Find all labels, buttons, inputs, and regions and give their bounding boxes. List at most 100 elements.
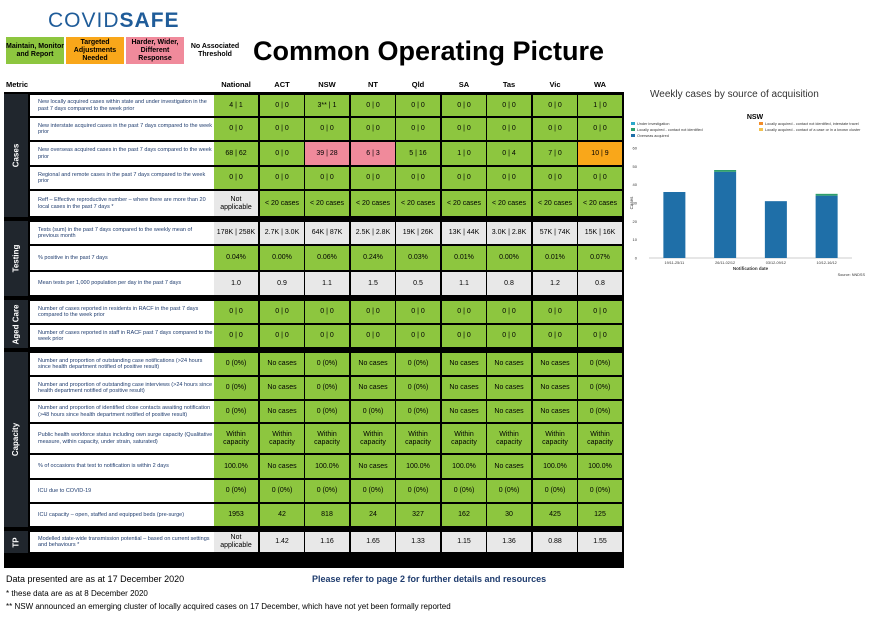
cell-wa: 100.0% — [578, 455, 622, 478]
y-tick-label: 0 — [635, 256, 638, 261]
x-tick-label: 19/11-25/11 — [665, 261, 685, 265]
y-axis-label: Cases — [629, 196, 634, 210]
cell-vic: 0 (0%) — [533, 480, 577, 502]
group-tp: TP Modelled state-wide transmission poten… — [4, 531, 624, 553]
group-label: Cases — [4, 94, 28, 217]
cell-nt: 0 | 0 — [351, 118, 395, 140]
cell-sa: 0 | 0 — [442, 167, 486, 189]
y-tick-label: 60 — [633, 146, 638, 151]
cell-nt: 1.65 — [351, 532, 395, 552]
table-row: Number and proportion of outstanding cas… — [28, 353, 624, 375]
table-row: ICU capacity – open, staffed and equippe… — [28, 504, 624, 526]
cell-wa: 0 | 0 — [578, 301, 622, 323]
table-row: Number and proportion of identified clos… — [28, 401, 624, 422]
group-testing: Testing Tests (sum) in the past 7 days co… — [4, 221, 624, 296]
metric-label: Number of cases reported in residents in… — [30, 301, 214, 323]
x-tick-label: 26/11-02/12 — [715, 261, 735, 265]
cell-nsw: 0.06% — [305, 246, 349, 270]
cell-act: 42 — [260, 504, 304, 526]
operating-table: Cases New locally acquired cases within s… — [4, 92, 624, 568]
cell-act: No cases — [260, 377, 304, 399]
bar-segment — [815, 193, 838, 196]
cell-wa: 0.8 — [578, 272, 622, 295]
y-tick-label: 10 — [633, 237, 638, 242]
cell-act: 0.9 — [260, 272, 304, 295]
cell-wa: Within capacity — [578, 424, 622, 453]
table-row: % positive in the past 7 days 0.04% 0.00% 0… — [28, 246, 624, 270]
cell-wa: 125 — [578, 504, 622, 526]
column-header: Qld — [411, 80, 425, 89]
cell-nsw: 0 (0%) — [305, 480, 349, 502]
cell-vic: < 20 cases — [533, 191, 577, 216]
column-header: NT — [368, 80, 378, 89]
cell-nt: 0 | 0 — [351, 95, 395, 116]
weekly-cases-chart: NSW Under investigation Locally acquired -… — [627, 110, 882, 280]
table-row: New interstate acquired cases in the pas… — [28, 118, 624, 140]
double-star-note: ** NSW announced an emerging cluster of … — [6, 602, 451, 611]
cell-tas: No cases — [487, 401, 531, 422]
legend-label: Locally acquired - contact not identifie… — [765, 122, 859, 126]
cell-national: 100.0% — [214, 455, 258, 478]
cell-national: 1.0 — [214, 272, 258, 295]
cell-qld: 0 (0%) — [396, 377, 440, 399]
chart-source: Source: NNDSS — [838, 273, 866, 277]
metric-label: Number and proportion of outstanding cas… — [30, 377, 214, 399]
cell-act: No cases — [260, 401, 304, 422]
cell-nsw: 0 | 0 — [305, 301, 349, 323]
cell-nt: 0 (0%) — [351, 401, 395, 422]
cell-nsw: 64K | 87K — [305, 222, 349, 244]
cell-tas: 0.00% — [487, 246, 531, 270]
cell-national: 68 | 62 — [214, 142, 258, 165]
cell-tas: 0 | 4 — [487, 142, 531, 165]
cell-vic: 0 | 0 — [533, 95, 577, 116]
table-row: New overseas acquired cases in the past … — [28, 142, 624, 165]
cell-national: 178K | 258K — [214, 222, 258, 244]
cell-nt: Within capacity — [351, 424, 395, 453]
column-header: Tas — [502, 80, 516, 89]
cell-national: 0 (0%) — [214, 377, 258, 399]
cell-sa: < 20 cases — [442, 191, 486, 216]
cell-nt: < 20 cases — [351, 191, 395, 216]
legend-label: Overseas acquired — [637, 134, 669, 138]
cell-act: 0 (0%) — [260, 480, 304, 502]
cell-national: 4 | 1 — [214, 95, 258, 116]
cell-tas: 1.36 — [487, 532, 531, 552]
cell-act: 0 | 0 — [260, 167, 304, 189]
legend-label: Under investigation — [637, 122, 670, 126]
cell-act: 2.7K | 3.0K — [260, 222, 304, 244]
cell-nt: 6 | 3 — [351, 142, 395, 165]
cell-wa: 0 (0%) — [578, 377, 622, 399]
logo-covid: COVID — [48, 9, 120, 32]
cell-nsw: 3** | 1 — [305, 95, 349, 116]
table-row: Public health workforce status including… — [28, 424, 624, 453]
metric-label: ICU due to COVID-19 — [30, 480, 214, 502]
cell-nsw: 0 | 0 — [305, 167, 349, 189]
cell-wa: 1.55 — [578, 532, 622, 552]
metric-label: ICU capacity – open, staffed and equippe… — [30, 504, 214, 526]
cell-qld: 1.33 — [396, 532, 440, 552]
cell-act: 0 | 0 — [260, 325, 304, 347]
cell-nsw: 0 | 0 — [305, 118, 349, 140]
group-label: Testing — [4, 221, 28, 296]
cell-sa: 0 (0%) — [442, 480, 486, 502]
metric-label: New overseas acquired cases in the past … — [30, 142, 214, 165]
cell-tas: 3.0K | 2.8K — [487, 222, 531, 244]
bar-segment — [764, 201, 787, 258]
cell-sa: No cases — [442, 377, 486, 399]
cell-qld: 0 | 0 — [396, 325, 440, 347]
legend-swatch — [759, 122, 763, 125]
refer-link[interactable]: Please refer to page 2 for further detai… — [312, 574, 547, 584]
cell-nsw: 0 (0%) — [305, 401, 349, 422]
metric-label: Public health workforce status including… — [30, 424, 214, 453]
cell-act: 0.00% — [260, 246, 304, 270]
cell-vic: 0 | 0 — [533, 301, 577, 323]
logo-safe: SAFE — [119, 9, 180, 32]
metric-label: Mean tests per 1,000 population per day … — [30, 272, 214, 295]
threshold-legend: Maintain, Monitor and Report Targeted Ad… — [6, 37, 244, 64]
cell-national: 0 (0%) — [214, 480, 258, 502]
group-label-text: Capacity — [11, 422, 21, 457]
table-row: Number and proportion of outstanding cas… — [28, 377, 624, 399]
group-label-text: Testing — [11, 244, 21, 273]
cell-tas: 0 | 0 — [487, 95, 531, 116]
group-label: Aged Care — [4, 300, 28, 348]
